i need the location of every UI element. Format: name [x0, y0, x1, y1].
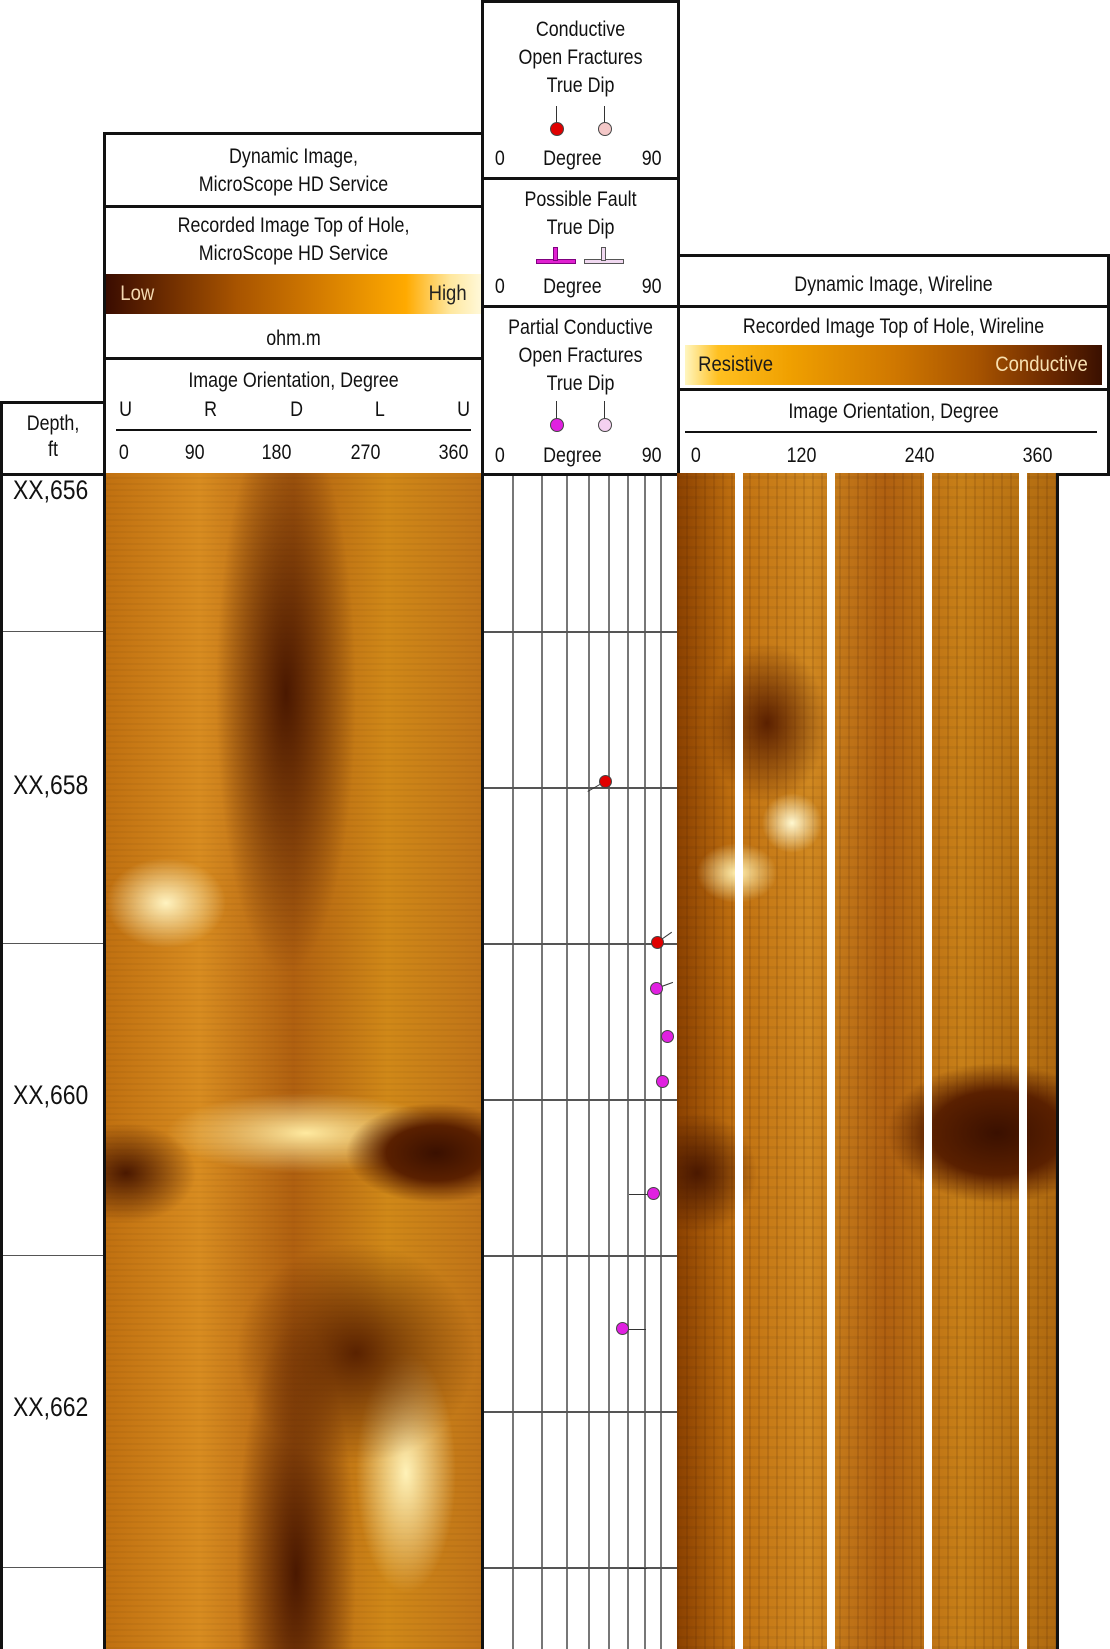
wireline-orientation-ticks: 0 120 240 360	[690, 444, 1053, 467]
conductive-scale: 0 Degree 90	[494, 147, 662, 170]
wireline-image	[677, 473, 1059, 1649]
wireline-color-ramp: Resistive Conductive	[685, 345, 1102, 385]
depth-header-line1: Depth,	[26, 412, 80, 435]
legend-conductive-line3: True Dip	[546, 74, 615, 97]
ramp-low-label: Low	[120, 282, 155, 305]
microscope-subtitle-line2: MicroScope HD Service	[198, 242, 389, 265]
partial-tadpole-icon	[550, 418, 564, 432]
ramp-resistive-label: Resistive	[698, 353, 774, 376]
microscope-color-ramp: Low High	[106, 274, 481, 314]
dip-legend-header: Conductive Open Fractures True Dip 0 Deg…	[481, 0, 680, 476]
wireline-orientation-title: Image Orientation, Degree	[788, 400, 999, 423]
fault-symbol-icon	[536, 247, 576, 265]
depth-label: XX,660	[13, 1080, 89, 1110]
orientation-ticks: 0 90 180 270 360	[118, 441, 469, 464]
partial-scale: 0 Degree 90	[494, 444, 662, 467]
depth-column: XX,656 XX,658 XX,660 XX,662	[0, 473, 106, 1649]
fault-scale: 0 Degree 90	[494, 275, 662, 298]
dip-point-conductive[interactable]	[651, 936, 664, 949]
dip-point-partial[interactable]	[650, 982, 663, 995]
dip-plot	[484, 476, 677, 1649]
microscope-orientation-title: Image Orientation, Degree	[188, 369, 399, 392]
dip-point-partial[interactable]	[647, 1187, 660, 1200]
partial-tadpole-light-icon	[598, 418, 612, 432]
ramp-high-label: High	[428, 282, 467, 305]
microscope-title-line1: Dynamic Image,	[229, 145, 358, 168]
depth-label: XX,662	[13, 1392, 89, 1422]
legend-partial-line3: True Dip	[546, 372, 615, 395]
depth-gridline	[3, 631, 106, 632]
microscope-title-line2: MicroScope HD Service	[198, 173, 389, 196]
depth-label: XX,658	[13, 770, 89, 800]
depth-gridline	[3, 1255, 106, 1256]
depth-label: XX,656	[13, 475, 89, 505]
wireline-subtitle: Recorded Image Top of Hole, Wireline	[742, 315, 1045, 338]
depth-gridline	[3, 943, 106, 944]
legend-conductive-line2: Open Fractures	[518, 46, 643, 69]
legend-fault-line1: Possible Fault	[524, 188, 637, 211]
microscope-image	[103, 473, 484, 1649]
pad-gap	[735, 473, 743, 1649]
orientation-letters: U R D L U	[119, 398, 470, 421]
microscope-subtitle-line1: Recorded Image Top of Hole,	[177, 214, 410, 237]
pad-gap	[924, 473, 932, 1649]
microscope-unit: ohm.m	[266, 327, 321, 350]
conductive-tadpole-light-icon	[598, 122, 612, 136]
legend-partial-line2: Open Fractures	[518, 344, 643, 367]
dip-point-conductive[interactable]	[599, 775, 612, 788]
depth-gridline	[3, 1567, 106, 1568]
legend-fault-line2: True Dip	[546, 216, 615, 239]
wireline-title: Dynamic Image, Wireline	[794, 273, 993, 296]
pad-gap	[1019, 473, 1027, 1649]
conductive-tadpole-icon	[550, 122, 564, 136]
pad-gap	[827, 473, 835, 1649]
dip-point-partial[interactable]	[656, 1075, 669, 1088]
dip-point-partial[interactable]	[616, 1322, 629, 1335]
ramp-conductive-label: Conductive	[995, 353, 1088, 376]
wireline-header: Dynamic Image, Wireline Recorded Image T…	[677, 254, 1110, 476]
dip-point-partial[interactable]	[661, 1030, 674, 1043]
legend-conductive-line1: Conductive	[535, 18, 626, 41]
depth-header-line2: ft	[48, 438, 58, 461]
microscope-header: Dynamic Image, MicroScope HD Service Rec…	[103, 132, 484, 476]
fault-symbol-light-icon	[584, 247, 624, 265]
legend-partial-line1: Partial Conductive	[508, 316, 653, 339]
depth-header: Depth, ft	[0, 401, 106, 476]
